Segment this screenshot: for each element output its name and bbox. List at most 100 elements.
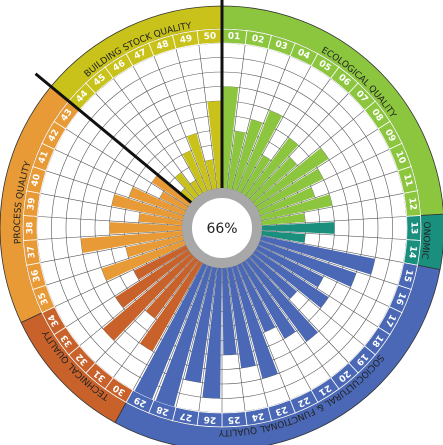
criterion-label: 11 (401, 173, 414, 188)
separator (34, 72, 193, 204)
bar (241, 260, 296, 339)
criterion-label: 04 (296, 48, 312, 62)
bar (184, 266, 217, 383)
spoke (54, 148, 186, 212)
bar (155, 265, 212, 407)
bar (237, 110, 283, 193)
criterion-label: 37 (26, 245, 37, 259)
spoke (95, 256, 195, 364)
criterion-label: 10 (393, 150, 407, 165)
bar (159, 191, 189, 211)
spoke (113, 260, 199, 378)
spoke (40, 235, 183, 263)
criterion-label: 15 (401, 268, 414, 283)
criterion-label: 28 (155, 403, 170, 416)
criterion-label: 24 (251, 410, 265, 422)
bar (111, 194, 184, 221)
spoke (261, 216, 407, 226)
spoke (198, 44, 218, 189)
bar (222, 267, 237, 355)
bar (260, 194, 333, 221)
bar (140, 260, 203, 352)
spoke (231, 48, 269, 190)
criterion-label: 47 (133, 48, 149, 62)
bar (249, 253, 297, 299)
bar (237, 263, 276, 333)
bar (261, 213, 306, 226)
bar (255, 245, 324, 288)
spoke (175, 266, 213, 408)
spoke (252, 109, 365, 203)
criterion-label: 14 (406, 245, 417, 259)
spoke (65, 249, 189, 328)
bar (253, 148, 329, 207)
bar (249, 157, 297, 203)
criterion-label: 01 (227, 31, 240, 42)
spoke (113, 78, 199, 196)
bar (261, 230, 306, 243)
criterion-label: 48 (155, 39, 170, 52)
spoke (95, 92, 195, 200)
bar (222, 86, 239, 189)
bar (182, 150, 207, 193)
spoke (153, 55, 208, 191)
bar (227, 266, 256, 369)
bar (175, 172, 199, 199)
bar (241, 155, 271, 196)
spoke (40, 193, 183, 221)
spoke (45, 170, 185, 216)
bar (207, 101, 222, 189)
bar (115, 249, 191, 308)
spoke (175, 48, 213, 190)
spoke (261, 235, 404, 263)
spoke (252, 253, 365, 347)
spoke (241, 262, 312, 391)
bar (186, 133, 212, 191)
bar (125, 235, 184, 258)
spoke (198, 267, 218, 412)
spoke (226, 44, 246, 189)
bar (134, 263, 207, 400)
bar (109, 222, 183, 234)
center-label: 66% (206, 221, 237, 237)
bar (255, 168, 324, 211)
bar (202, 267, 222, 399)
bar (133, 245, 189, 280)
bar (260, 235, 375, 275)
spoke (259, 170, 399, 216)
bar (205, 159, 217, 190)
bar (227, 130, 246, 190)
criterion-label: 22 (296, 394, 312, 408)
bar (151, 175, 191, 207)
bar (145, 257, 199, 319)
center-ring (182, 188, 262, 268)
criterion-label: 02 (251, 34, 265, 46)
criterion-label: 50 (203, 31, 216, 42)
criterion-label: 39 (26, 197, 37, 211)
spoke (259, 240, 399, 286)
spoke (236, 55, 291, 191)
spoke (153, 265, 208, 401)
spoke (249, 256, 349, 364)
bar (245, 137, 299, 199)
spoke (236, 265, 291, 401)
criterion-label: 38 (26, 222, 36, 235)
bar (102, 253, 195, 341)
criterion-label: 49 (179, 34, 193, 46)
spoke (37, 230, 183, 240)
spoke (249, 92, 349, 200)
spoke (226, 267, 246, 412)
spoke (132, 262, 203, 391)
bar (258, 187, 315, 216)
spoke (79, 253, 192, 347)
criterion-label: 12 (406, 197, 417, 211)
criterion-label: 25 (227, 414, 240, 425)
criterion-label: 23 (274, 403, 289, 416)
criterion-label: 29 (133, 394, 149, 408)
bar (261, 222, 335, 234)
criterion-label: 03 (274, 39, 289, 52)
spoke (241, 65, 312, 194)
spoke (261, 230, 407, 240)
criterion-label: 16 (393, 291, 407, 306)
spoke (54, 244, 186, 308)
